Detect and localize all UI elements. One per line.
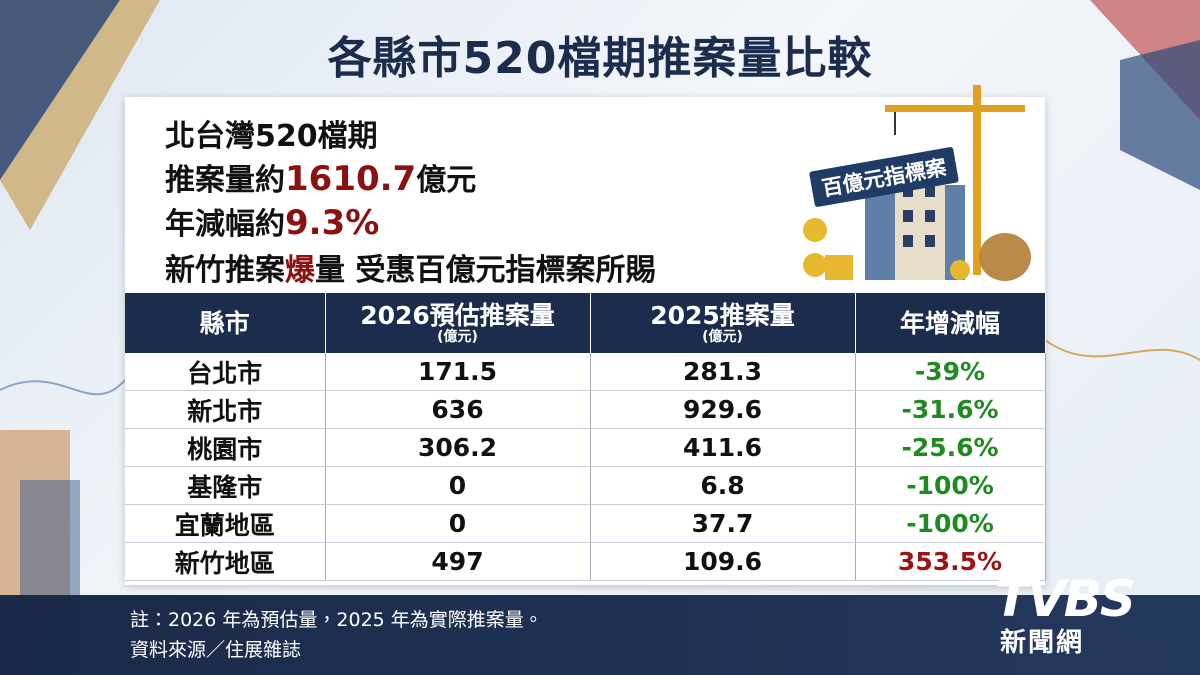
table-row: 基隆市 0 6.8 -100%	[125, 466, 1046, 505]
table-cell: 6.8	[590, 466, 856, 505]
header-text: 2025推案量	[650, 300, 795, 330]
logo: TVBS	[995, 570, 1136, 628]
amount: 1610.7	[285, 159, 417, 199]
table-row: 桃園市 306.2 411.6 -25.6%	[125, 428, 1046, 467]
rate: 9.3%	[285, 203, 380, 243]
text: 推案量約	[165, 163, 285, 198]
table-cell: 0	[325, 504, 591, 543]
header-cell: 年增減幅	[855, 293, 1046, 353]
table-row: 台北市 171.5 281.3 -39%	[125, 353, 1046, 391]
header-cell: 縣市	[125, 293, 326, 353]
table-cell: 台北市	[125, 353, 326, 391]
header-text: 縣市	[199, 308, 250, 338]
table-cell: -100%	[855, 504, 1046, 543]
table-cell: 37.7	[590, 504, 856, 543]
table-cell: -100%	[855, 466, 1046, 505]
header-row: 縣市 2026預估推案量 (億元) 2025推案量 (億元) 年增減幅	[125, 293, 1046, 353]
text: 年減幅約	[165, 207, 285, 242]
table-cell: 929.6	[590, 390, 856, 429]
text: 新竹推案	[165, 253, 285, 288]
panel: 北台灣520檔期 推案量約1610.7億元 年減幅約9.3% 新竹推案爆量 受惠…	[125, 85, 1046, 585]
table-cell: 411.6	[590, 428, 856, 467]
text: 量 受惠百億元指標案所賜	[315, 253, 656, 288]
table-cell: 353.5%	[855, 542, 1046, 581]
footer-band: 註：2026 年為預估量，2025 年為實際推案量。 資料來源／住展雜誌	[0, 595, 1200, 675]
note: 資料來源／住展雜誌	[130, 639, 302, 661]
summary-line: 北台灣520檔期	[165, 119, 378, 154]
logo-sub: 新聞網	[1000, 628, 1085, 658]
table-cell: 497	[325, 542, 591, 581]
table-cell: 109.6	[590, 542, 856, 581]
table-cell: 171.5	[325, 353, 591, 391]
table-cell: 基隆市	[125, 466, 326, 505]
table-cell: 桃園市	[125, 428, 326, 467]
header-cell: 2025推案量 (億元)	[590, 293, 856, 353]
table-cell: 宜蘭地區	[125, 504, 326, 543]
note: 註：2026 年為預估量，2025 年為實際推案量。	[130, 609, 543, 631]
header-cell: 2026預估推案量 (億元)	[325, 293, 591, 353]
table-cell: -39%	[855, 353, 1046, 391]
emphasis: 爆	[285, 253, 315, 288]
table-row: 新北市 636 929.6 -31.6%	[125, 390, 1046, 429]
table-cell: 0	[325, 466, 591, 505]
table-row: 宜蘭地區 0 37.7 -100%	[125, 504, 1046, 543]
summary-line: 推案量約1610.7億元	[165, 155, 476, 199]
table-cell: 新竹地區	[125, 542, 326, 581]
summary-line: 新竹推案爆量 受惠百億元指標案所賜	[165, 245, 655, 289]
table-row: 新竹地區 497 109.6 353.5%	[125, 542, 1046, 581]
table-cell: 306.2	[325, 428, 591, 467]
header-unit: (億元)	[437, 328, 478, 345]
table-cell: 281.3	[590, 353, 856, 391]
text: 億元	[416, 163, 477, 198]
table-cell: 新北市	[125, 390, 326, 429]
table-cell: -31.6%	[855, 390, 1046, 429]
table-cell: -25.6%	[855, 428, 1046, 467]
header-unit: (億元)	[702, 328, 743, 345]
summary-line: 年減幅約9.3%	[165, 199, 379, 243]
table-cell: 636	[325, 390, 591, 429]
header-text: 2026預估推案量	[360, 300, 555, 330]
data-table: 縣市 2026預估推案量 (億元) 2025推案量 (億元) 年增減幅 台北市 171.5 2…	[125, 293, 1046, 581]
title: 各縣市520檔期推案量比較	[327, 33, 873, 84]
header-text: 年增減幅	[899, 308, 1000, 338]
